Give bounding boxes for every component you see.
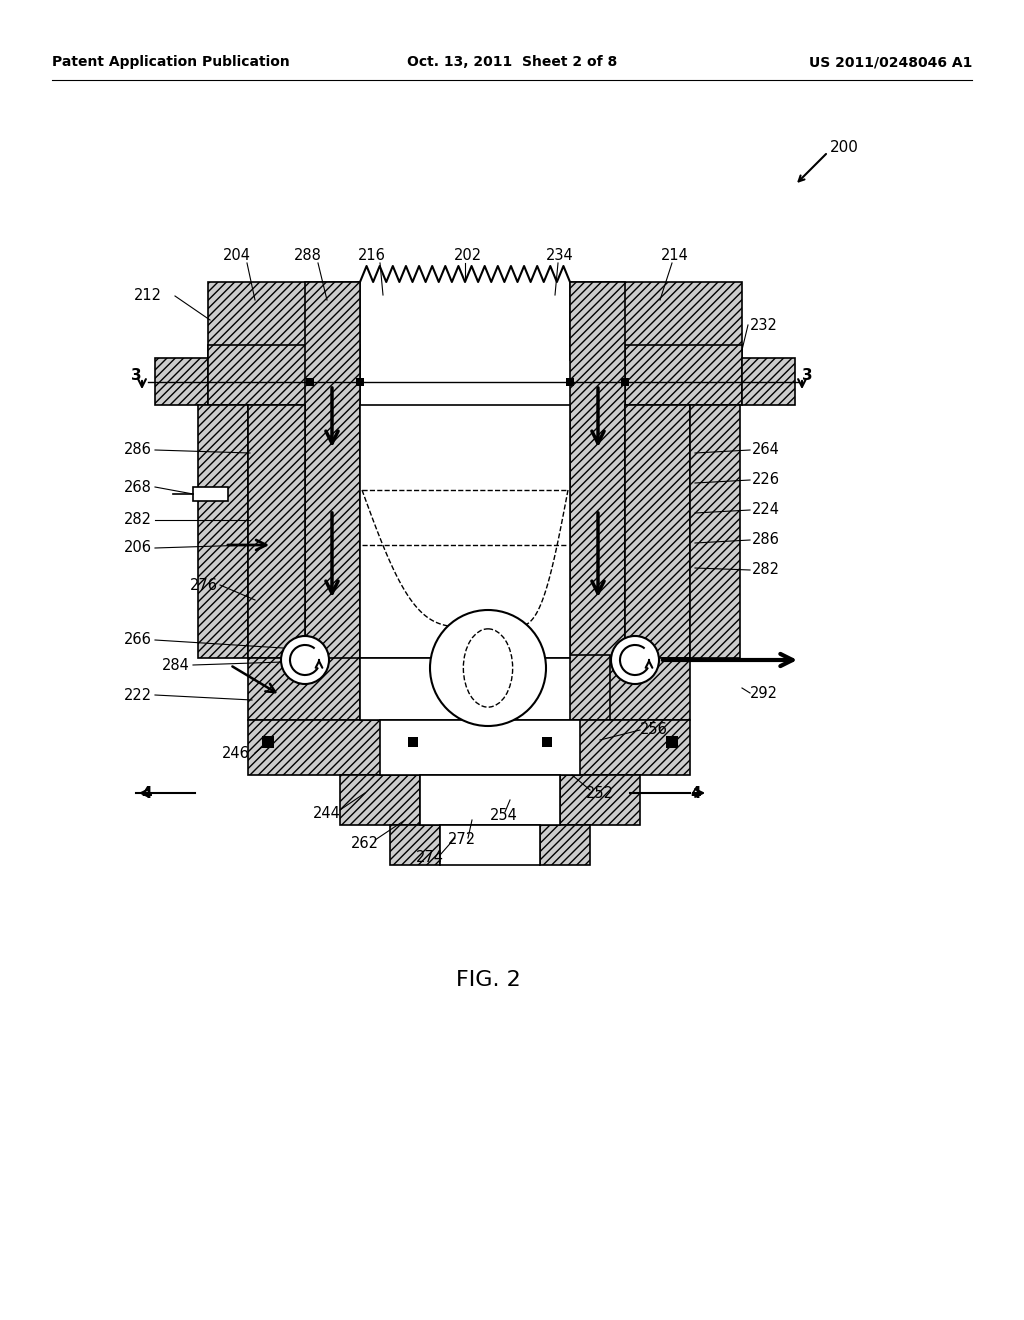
Text: Patent Application Publication: Patent Application Publication	[52, 55, 290, 69]
Bar	[690, 405, 740, 657]
Bar	[625, 405, 690, 657]
Bar	[360, 657, 570, 719]
Text: 252: 252	[586, 785, 614, 800]
Bar	[380, 719, 580, 775]
Text: 244: 244	[313, 805, 341, 821]
Text: 246: 246	[222, 746, 250, 760]
Text: 256: 256	[640, 722, 668, 738]
Text: 214: 214	[662, 248, 689, 263]
Bar	[625, 345, 742, 405]
Bar	[535, 719, 565, 775]
Bar	[262, 737, 274, 748]
Circle shape	[611, 636, 659, 684]
Text: 3: 3	[802, 367, 813, 383]
Bar	[406, 719, 435, 775]
Bar	[566, 378, 574, 385]
Text: 274: 274	[416, 850, 444, 866]
Bar	[360, 655, 406, 719]
Bar	[621, 378, 629, 385]
Text: 224: 224	[752, 503, 780, 517]
Bar	[248, 719, 690, 775]
Bar	[542, 737, 552, 747]
Bar	[208, 345, 360, 405]
Circle shape	[281, 636, 329, 684]
Text: 292: 292	[750, 685, 778, 701]
Bar	[666, 737, 678, 748]
Bar	[560, 775, 640, 825]
Text: US 2011/0248046 A1: US 2011/0248046 A1	[809, 55, 972, 69]
Bar	[408, 737, 418, 747]
Text: 4: 4	[141, 785, 152, 800]
Text: 276: 276	[190, 578, 218, 593]
Text: 226: 226	[752, 473, 780, 487]
Bar	[420, 775, 560, 825]
Bar	[742, 358, 795, 405]
Text: FIG. 2: FIG. 2	[456, 970, 520, 990]
Text: 3: 3	[131, 367, 142, 383]
Text: 268: 268	[124, 479, 152, 495]
Text: 284: 284	[162, 657, 190, 672]
Text: 262: 262	[351, 836, 379, 850]
Text: 286: 286	[124, 442, 152, 458]
Text: 286: 286	[752, 532, 780, 548]
Text: 212: 212	[134, 289, 162, 304]
Text: 254: 254	[490, 808, 518, 822]
Text: 272: 272	[447, 833, 476, 847]
Bar	[440, 825, 540, 865]
Circle shape	[430, 610, 546, 726]
Text: 264: 264	[752, 442, 780, 458]
Bar	[208, 282, 360, 360]
Bar	[193, 487, 228, 502]
Bar	[570, 282, 625, 660]
Text: 282: 282	[752, 562, 780, 578]
Text: 202: 202	[454, 248, 482, 263]
Text: 222: 222	[124, 688, 152, 702]
Text: 206: 206	[124, 540, 152, 556]
Text: 4: 4	[690, 785, 700, 800]
Bar	[340, 775, 420, 825]
Bar	[360, 405, 570, 657]
Bar	[565, 655, 610, 719]
Text: 200: 200	[830, 140, 859, 156]
Text: 266: 266	[124, 632, 152, 648]
Text: 282: 282	[124, 512, 152, 528]
Text: 288: 288	[294, 248, 322, 263]
Bar	[155, 358, 208, 405]
Bar	[305, 282, 360, 660]
Bar	[390, 825, 440, 865]
Bar	[248, 405, 305, 657]
Bar	[248, 657, 690, 719]
Bar	[540, 825, 590, 865]
Text: 216: 216	[358, 248, 386, 263]
Text: 204: 204	[223, 248, 251, 263]
Text: 232: 232	[750, 318, 778, 333]
Text: Oct. 13, 2011  Sheet 2 of 8: Oct. 13, 2011 Sheet 2 of 8	[407, 55, 617, 69]
Text: 234: 234	[546, 248, 573, 263]
Bar	[356, 378, 364, 385]
Bar	[198, 405, 248, 657]
Bar	[570, 282, 742, 360]
Bar	[306, 378, 314, 385]
